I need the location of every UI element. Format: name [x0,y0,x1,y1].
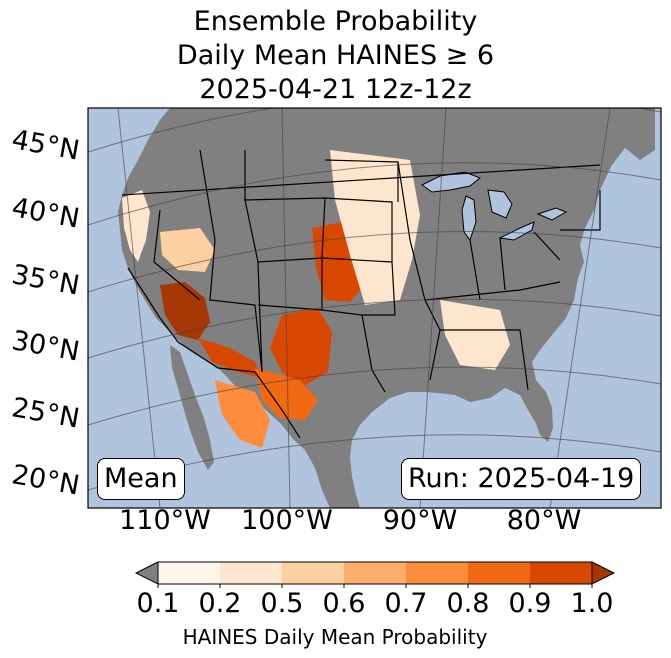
colorbar-tick-label: 1.0 [570,588,614,619]
texas-border [321,309,386,393]
title-line-3: 2025-04-21 12z-12z [199,74,472,105]
colorbar-segment [282,562,344,584]
probability-shading [122,150,510,448]
colorbar-tick-label: 0.8 [446,588,490,619]
stat-box: Mean [97,458,185,500]
colorbar-tick-label: 0.1 [136,588,180,619]
prob-region-arizona-gila [198,338,262,378]
prob-region-southeast [440,300,510,370]
midwest-border [469,231,561,301]
lon-line-80 [549,108,611,508]
map-frame [87,107,662,509]
colorbar-frame [157,561,593,585]
prob-region-northern-mexico [215,380,270,448]
great-lakes [421,171,568,242]
florida-peninsula [528,390,553,442]
lon-label-100: 100°W [241,505,333,536]
prob-region-new-mexico [270,308,332,388]
lat-line-25 [88,366,661,426]
nevada-border [153,209,201,301]
prob-region-west-texas [255,368,318,420]
title-line-2: Daily Mean HAINES ≥ 6 [176,40,495,71]
colorbar [134,561,616,588]
colorbar-tick-label: 0.9 [508,588,552,619]
lake-huron [487,189,513,219]
prob-region-southern-nevada [160,282,210,340]
title-line-1: Ensemble Probability [193,6,478,37]
oklahoma-kansas-border [321,257,396,316]
lat-line-35 [88,231,661,293]
northwest-border [199,149,246,241]
graticule [88,108,661,508]
political-borders [121,149,601,439]
run-box: Run: 2025-04-19 [401,458,642,500]
nebraska-border [324,197,393,262]
lon-label-90: 90°W [382,505,458,536]
colorbar-segment [344,562,406,584]
colorbar-tick-label: 0.6 [322,588,366,619]
lat-line-40 [88,162,661,226]
lon-label-80: 80°W [506,505,582,536]
colorbar-segment [468,562,530,584]
colorbar-segment [220,562,282,584]
arizona-border [209,239,263,373]
tennessee-border [424,281,561,301]
colorbar-under-triangle [134,561,159,585]
lon-line-100 [281,108,291,508]
colorbar-label: HAINES Daily Mean Probability [182,625,488,649]
map-area [88,108,661,508]
gulf-states-border [440,329,529,391]
us-canada-border [121,164,601,196]
lat-line-45 [88,108,661,153]
lon-label-110: 110°W [119,505,211,536]
colorbar-over-triangle [591,561,616,585]
colorbar-tick-label: 0.5 [260,588,304,619]
northeast-border [560,190,601,231]
baja-peninsula [170,345,214,470]
colorbar-segment [530,562,592,584]
lake-erie [498,221,535,241]
colorbar-tick-label: 0.7 [384,588,428,619]
colorbar-segment [406,562,468,584]
lat-line-30 [88,298,661,359]
lon-line-110 [117,108,161,508]
colorbar-segment [158,562,220,584]
land-masked [88,108,655,508]
colorbar-tick-label: 0.2 [198,588,242,619]
us-mexico-border [127,267,301,439]
lake-ontario [536,207,568,221]
lon-line-90 [419,108,447,508]
